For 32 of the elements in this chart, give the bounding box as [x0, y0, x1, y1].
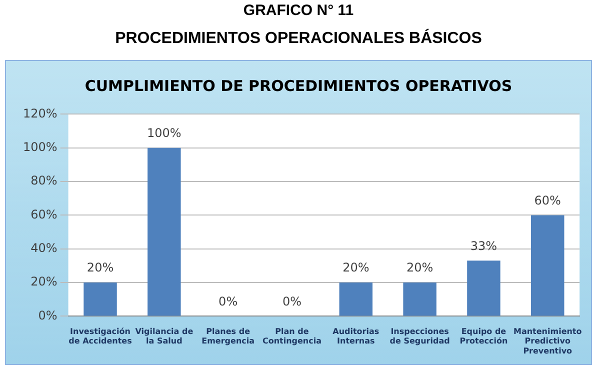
data-label: 100%: [147, 126, 182, 140]
bar: [339, 282, 373, 316]
data-label: 20%: [86, 260, 114, 275]
y-tick-label: 120%: [22, 106, 58, 120]
bar: [84, 282, 117, 316]
y-tick-label: 60%: [30, 207, 58, 222]
data-label: 60%: [534, 193, 561, 208]
y-tick-label: 20%: [30, 274, 58, 289]
bar: [403, 282, 436, 316]
x-tick-label: Investigación de Accidentes: [68, 327, 132, 346]
x-tick-label: Planes de Emergencia: [202, 327, 255, 346]
y-tick-label: 80%: [30, 174, 58, 188]
y-tick-label: 0%: [38, 308, 58, 322]
data-label: 20%: [342, 260, 370, 275]
data-label: 20%: [406, 260, 434, 275]
x-tick-label: Mantenimiento Predictivo Preventivo: [513, 327, 582, 356]
bar: [531, 215, 564, 316]
text: CUMPLIMIENTO DE PROCEDIMIENTOS OPERATIVOS: [84, 77, 514, 95]
y-tick-label: 100%: [22, 140, 58, 154]
data-label: 0%: [282, 294, 302, 308]
x-tick-label: Inspecciones de Seguridad: [390, 327, 450, 346]
x-tick-label: Plan de Contingencia: [262, 327, 322, 346]
chart-subtitle: PROCEDIMIENTOS OPERACIONALES BÁSICOS: [114, 30, 483, 48]
bar: [467, 260, 500, 316]
chart-title: GRAFICO N° 11: [242, 2, 355, 19]
data-label: 33%: [470, 238, 498, 253]
data-label: 0%: [218, 294, 238, 308]
x-tick-label: Auditorias Internas: [332, 327, 380, 346]
y-tick-label: 40%: [30, 240, 58, 255]
x-tick-label: Equipo de Protección: [460, 327, 508, 346]
x-tick-label: Vigilancia de la Salud: [135, 327, 194, 346]
bar: [148, 148, 181, 316]
